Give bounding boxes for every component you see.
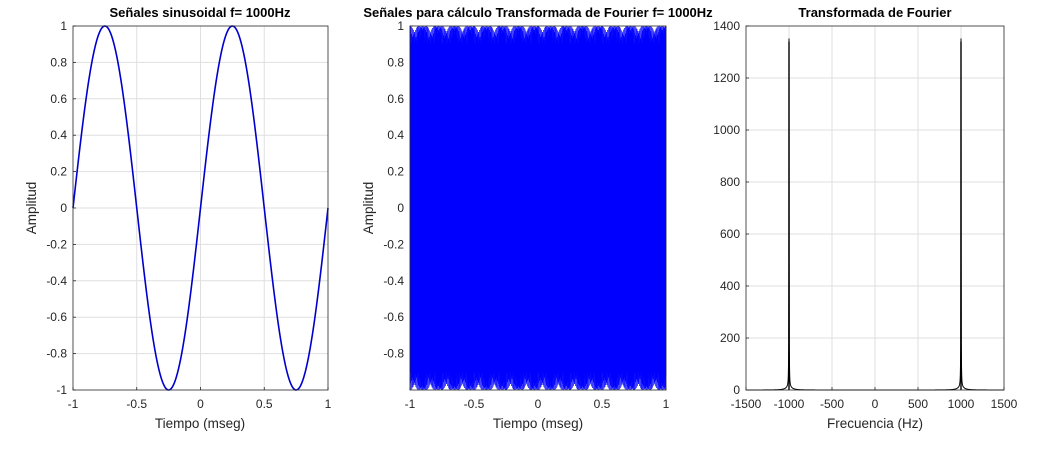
y-tick-label: 0.4 [387,128,404,142]
y-axis-label: Amplitud [24,182,39,235]
x-tick-label: 0 [535,397,542,411]
y-tick-label: -1 [56,383,67,397]
x-axis-label: Tiempo (mseg) [493,416,583,431]
x-tick-label: 500 [908,397,928,411]
x-tick-label: 0 [197,397,204,411]
y-tick-labels: -0.8 -0.6 -0.4 -0.2 0 0.2 0.4 0.6 0.8 1 [383,19,404,361]
x-tick-labels: -1500 -1000 -500 0 500 1000 1500 [731,397,1018,411]
plot-title: Señales para cálculo Transformada de Fou… [363,5,713,20]
y-tick-label: 0.8 [50,55,67,69]
y-tick-label: -0.8 [383,347,404,361]
y-tick-label: 0.6 [50,92,67,106]
y-tick-label: 200 [720,331,740,345]
y-tick-label: -0.4 [46,274,67,288]
x-tick-labels: -1 -0.5 0 0.5 1 [405,397,670,411]
sine-wave-plot: Señales sinusoidal f= 1000Hz -1 -0.5 0 0.5 1… [24,5,332,431]
data-marks [409,25,667,391]
y-tick-label: 1 [60,19,67,33]
x-tick-label: -0.5 [126,397,147,411]
y-tick-labels: 0 200 400 600 800 1000 1200 1400 [713,19,740,397]
x-tick-labels: -1 -0.5 0 0.5 1 [68,397,332,411]
axes-box [745,25,1005,391]
x-tick-label: -1 [405,397,416,411]
x-tick-label: -500 [820,397,844,411]
x-tick-label: 1500 [991,397,1018,411]
y-tick-labels: -1 -0.8 -0.6 -0.4 -0.2 0 0.2 0.4 0.6 0.8 1 [46,19,67,397]
x-tick-label: -1500 [731,397,762,411]
y-tick-label: 1200 [713,71,740,85]
y-tick-label: 0 [397,201,404,215]
axes-box [409,25,667,391]
y-tick-label: 0 [60,201,67,215]
y-tick-label: 1 [397,19,404,33]
x-tick-label: -1 [68,397,79,411]
x-tick-label: 0.5 [256,397,273,411]
y-tick-label: 0.2 [387,165,404,179]
y-tick-label: 0.6 [387,92,404,106]
fourier-transform-plot: Transformada de Fourier -1500 -1000 -500 0 5… [713,5,1017,431]
x-tick-label: 0.5 [594,397,611,411]
y-tick-label: 1000 [713,123,740,137]
axes-box [72,25,329,391]
y-tick-label: 0.4 [50,128,67,142]
y-tick-label: 600 [720,227,740,241]
y-tick-label: -0.8 [46,347,67,361]
y-tick-label: 800 [720,175,740,189]
x-axis-label: Frecuencia (Hz) [827,416,923,431]
x-tick-label: -1000 [774,397,805,411]
plot-title: Transformada de Fourier [798,5,951,20]
y-tick-label: -0.6 [383,310,404,324]
y-tick-label: 400 [720,279,740,293]
y-tick-label: -0.2 [383,237,404,251]
x-tick-label: 1 [325,397,332,411]
x-axis-label: Tiempo (mseg) [155,416,245,431]
x-tick-label: 1 [663,397,670,411]
y-axis-label: Amplitud [361,182,376,235]
x-tick-label: -0.5 [464,397,485,411]
plot-title: Señales sinusoidal f= 1000Hz [110,5,291,20]
fourier-input-plot: Señales para cálculo Transformada de Fou… [361,5,713,431]
y-tick-label: 0.8 [387,55,404,69]
data-marks [72,25,329,391]
sine-series-line [72,25,329,391]
dense-series-line [409,25,667,391]
x-tick-label: 0 [872,397,879,411]
y-tick-label: -0.4 [383,274,404,288]
y-tick-label: -0.2 [46,237,67,251]
x-tick-label: 1000 [948,397,975,411]
y-tick-label: 0.2 [50,165,67,179]
y-tick-label: 1400 [713,19,740,33]
y-tick-label: -0.6 [46,310,67,324]
y-tick-label: 0 [733,383,740,397]
